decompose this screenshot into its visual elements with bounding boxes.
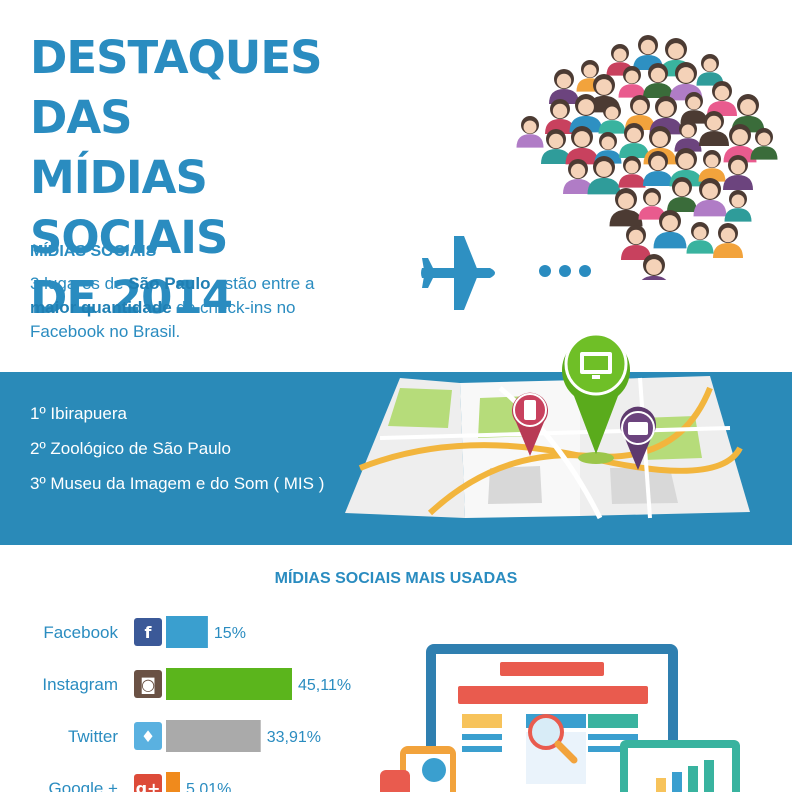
value-label: 45,11% [298,677,351,694]
person-icon [549,69,579,104]
map-illustration [345,332,750,520]
person-icon [621,225,651,260]
person-icon [587,156,621,195]
bar [166,720,261,752]
ellipsis-icon [539,265,591,277]
person-icon [643,151,673,186]
instagram-icon-glyph: ◙ [140,675,156,694]
checkin-places-list: 1º Ibirapuera 2º Zoológico de São Paulo … [30,404,324,509]
person-icon [638,188,666,220]
instagram-icon [134,670,162,698]
intro-text: 3 lugares de São Paulo estão entre a mai… [30,274,315,341]
crowd-illustration [516,35,778,280]
page-title: DESTAQUES DAS MÍDIAS SOCIAIS DE 2014 [30,28,410,328]
value-label: 33,91% [267,729,321,746]
twitter-icon-glyph: ♦ [141,727,155,746]
value-label: 15% [214,625,246,642]
person-icon [713,223,743,258]
person-icon [598,102,626,134]
list-item: 3º Museu da Imagem e do Som ( MIS ) [30,474,325,493]
person-icon [723,155,753,190]
bar [166,668,292,700]
person-icon [641,254,667,280]
devices-illustration [380,644,740,792]
person-icon [698,150,726,182]
person-icon [619,123,649,158]
person-icon [569,94,603,133]
person-icon [724,190,752,222]
person-icon [618,66,646,98]
title-line-1: DESTAQUES DAS [30,31,322,144]
google-plus-icon [134,774,162,792]
twitter-icon [134,722,162,750]
person-icon [693,178,727,217]
person-icon [686,222,714,254]
person-icon [563,159,593,194]
person-icon [750,128,778,160]
person-icon [609,188,643,227]
bar [166,616,208,648]
person-icon [643,63,673,98]
value-label: 5,01% [186,781,231,792]
chart-title: MÍDIAS SOCIAIS MAIS USADAS [274,570,518,587]
facebook-icon [134,618,162,646]
person-icon [680,92,708,124]
person-icon [565,126,599,165]
person-icon [667,177,697,212]
category-label: Twitter [68,727,118,746]
person-icon [699,111,729,146]
section-label: MÍDIAS SOCIAIS [30,243,157,260]
title-line-2: MÍDIAS SOCIAIS [30,151,228,264]
bar [166,772,180,792]
google-plus-icon-glyph: g+ [136,779,161,792]
title-line-3: DE 2014 [30,271,233,324]
person-icon [674,120,702,152]
person-icon [618,156,646,188]
category-label: Facebook [43,623,118,642]
highlight-max-checkins: maior quantidade [30,298,172,317]
category-label: Google + [49,779,119,792]
person-icon [516,116,544,148]
bar-chart: Facebook 15% Instagram 45,11% Twitter 33,91% G… [42,616,351,792]
airplane-icon [421,236,495,310]
person-icon [707,81,737,116]
category-label: Instagram [42,675,118,694]
list-item: 2º Zoológico de São Paulo [30,439,231,458]
facebook-icon-glyph: f [145,623,153,642]
list-item: 1º Ibirapuera [30,404,127,423]
person-icon [541,129,571,164]
person-icon [653,210,687,249]
highlight-sao-paulo: São Paulo [128,274,211,293]
person-icon [696,54,724,86]
